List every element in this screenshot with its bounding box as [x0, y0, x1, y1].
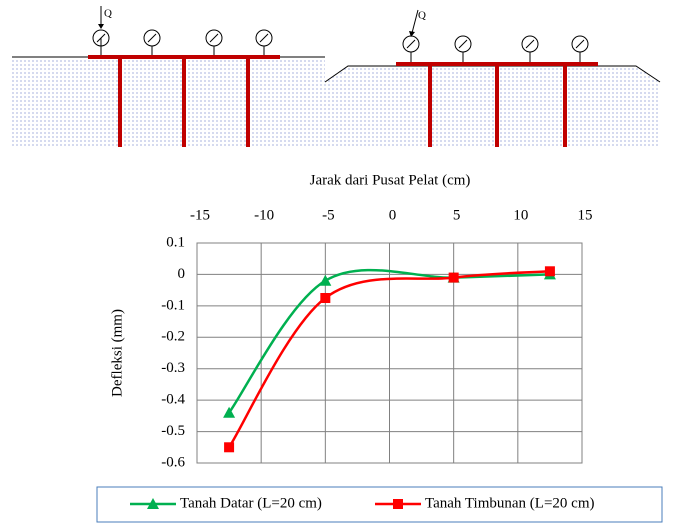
y-tick-label: -0.4 — [161, 392, 185, 408]
load-label: Q — [418, 10, 426, 22]
legend-label: Tanah Datar (L=20 cm) — [180, 495, 322, 511]
x-tick-label: 5 — [453, 207, 461, 223]
x-tick-label: 0 — [389, 207, 397, 223]
y-tick-label: -0.6 — [161, 454, 185, 470]
y-tick-label: 0.1 — [166, 234, 185, 250]
y-tick-label: -0.3 — [161, 360, 185, 376]
marker — [448, 272, 459, 283]
x-tick-label: -15 — [190, 207, 210, 223]
x-tick-label: 15 — [578, 207, 593, 223]
y-tick-label: 0 — [178, 266, 186, 282]
series-line — [228, 270, 550, 448]
marker — [319, 274, 332, 286]
diagram-embankment: Q — [324, 10, 661, 148]
load-label: Q — [104, 8, 112, 20]
marker — [147, 498, 159, 509]
x-tick-label: -10 — [254, 207, 274, 223]
x-tick-label: 10 — [513, 207, 528, 223]
y-tick-label: -0.5 — [161, 423, 185, 439]
y-tick-label: -0.2 — [161, 329, 185, 345]
marker — [544, 266, 555, 277]
plot-frame — [196, 242, 583, 464]
marker — [320, 293, 331, 303]
marker — [223, 406, 236, 418]
legend-label: Tanah Timbunan (L=20 cm) — [425, 495, 594, 511]
y-axis-label: Defleksi (mm) — [109, 309, 125, 397]
chart-title: Jarak dari Pusat Pelat (cm) — [310, 172, 471, 188]
series-line — [228, 268, 550, 414]
marker — [393, 499, 403, 509]
marker — [224, 442, 235, 453]
diagram-flat: Q — [12, 6, 325, 148]
x-tick-label: -5 — [322, 207, 335, 223]
y-tick-label: -0.1 — [161, 297, 185, 313]
